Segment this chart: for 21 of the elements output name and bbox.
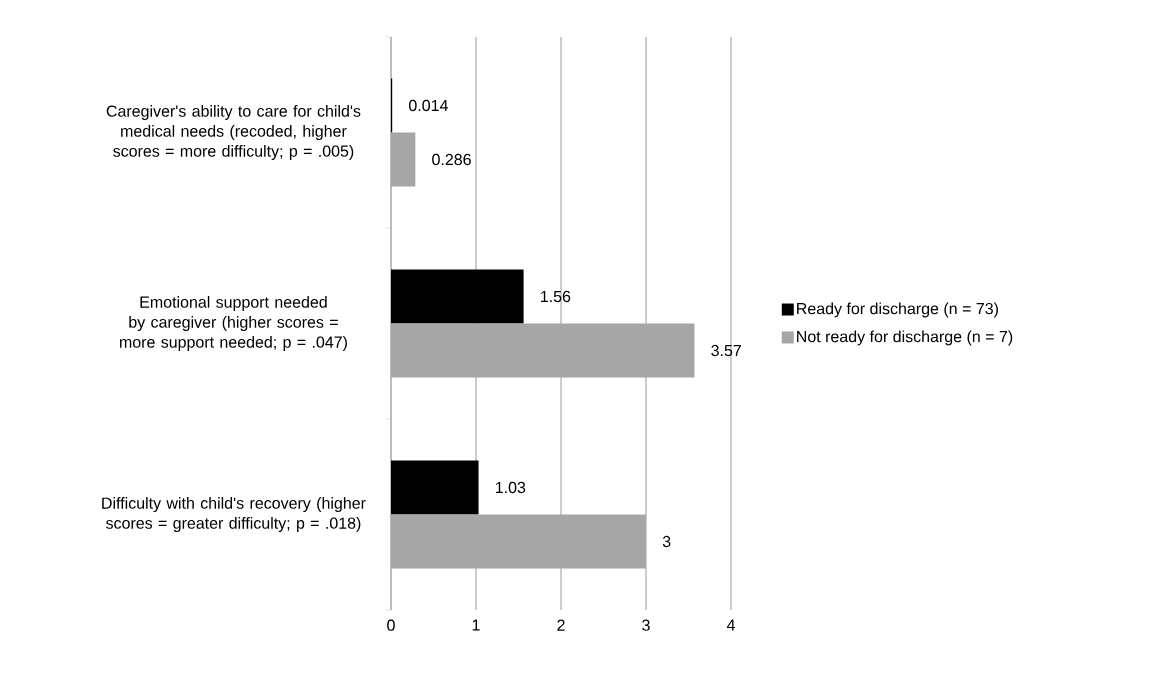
x-tick-label: 1 [472,619,480,631]
legend-label: Ready for discharge (n = 73) [797,302,998,318]
x-tick-label: 0 [387,619,395,631]
x-tick-label: 3 [642,619,650,631]
bar [391,132,416,187]
y-tick-label: Difficulty with child's recovery (higher scores = greater difficulty; p = .018) [102,497,366,532]
data-label: 3.57 [711,344,741,357]
legend-label: Not ready for discharge (n = 7) [797,330,1013,346]
bar [391,269,524,324]
y-tick-label: Caregiver's ability to care for child's medical needs (recoded, higher scores = more difficulty; p = .005) [106,105,361,160]
bar [391,514,646,569]
data-label: 1.56 [541,290,571,303]
bar [391,460,479,515]
bar [391,323,695,378]
data-label: 1.03 [495,481,526,494]
x-tick-label: 4 [726,619,735,631]
x-tick-label: 2 [557,619,565,631]
data-label: 0.014 [409,99,448,112]
y-tick-label: Emotional support needed by caregiver (higher scores = more support needed; p = .047) [120,296,347,351]
data-label: 3 [662,535,671,548]
data-label: 0.286 [432,153,471,166]
